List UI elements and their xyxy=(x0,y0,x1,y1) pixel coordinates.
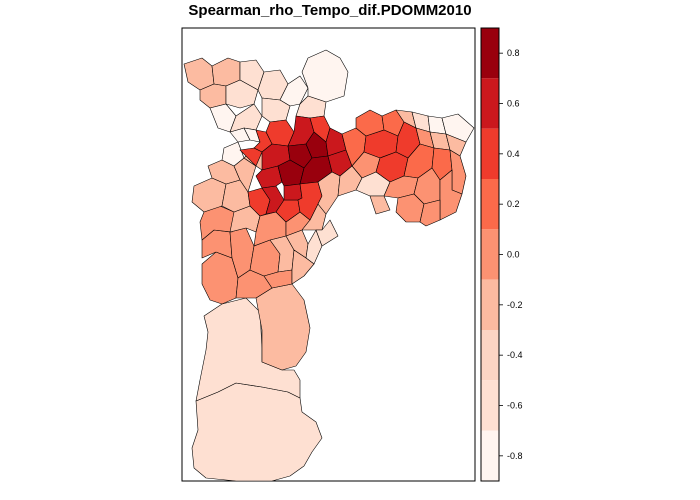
region-center-9 xyxy=(255,165,283,189)
region-north-1 xyxy=(183,57,215,91)
region-south-10 xyxy=(291,249,315,285)
legend-tick-label-2: 0.4 xyxy=(507,149,520,159)
legend-swatch-6 xyxy=(481,330,499,381)
legend-swatch-3 xyxy=(481,179,499,230)
legend-tick-label-4: 0.0 xyxy=(507,250,520,260)
map-regions xyxy=(183,49,475,482)
legend-tick-label-3: 0.2 xyxy=(507,199,520,209)
region-center-16 xyxy=(239,147,263,167)
legend-tick-label-5: -0.2 xyxy=(507,300,523,310)
legend-tick-label-7: -0.6 xyxy=(507,401,523,411)
legend-tick-label-1: 0.6 xyxy=(507,99,520,109)
region-center-13 xyxy=(283,183,303,201)
region-center-15 xyxy=(317,171,341,215)
region-east-25 xyxy=(419,199,441,227)
legend-swatch-8 xyxy=(481,430,499,481)
map-title: Spearman_rho_Tempo_dif.PDOMM2010 xyxy=(188,2,472,19)
region-north-10 xyxy=(301,49,349,103)
legend-swatch-1 xyxy=(481,78,499,129)
legend-ticks: 0.8 0.6 0.4 0.2 0.0 -0.2 -0.4 -0.6 -0.8 xyxy=(499,48,523,461)
legend-swatch-5 xyxy=(481,279,499,330)
region-east-23 xyxy=(369,195,391,215)
legend-tick-label-8: -0.8 xyxy=(507,451,523,461)
legend-swatch-4 xyxy=(481,229,499,280)
legend-swatch-2 xyxy=(481,128,499,179)
legend-swatch-7 xyxy=(481,380,499,431)
legend-swatch-0 xyxy=(481,28,499,79)
region-west-1 xyxy=(199,205,235,241)
region-south-central xyxy=(255,283,311,371)
map-frame xyxy=(181,27,476,482)
region-west-12 xyxy=(221,141,245,167)
region-east-18 xyxy=(449,149,467,195)
region-east-7 xyxy=(441,113,475,143)
legend-frame xyxy=(480,27,500,482)
legend-colorbar xyxy=(481,28,499,481)
region-south-far xyxy=(191,382,323,482)
region-center-s2 xyxy=(315,219,339,247)
legend-tick-label-0: 0.8 xyxy=(507,48,520,58)
legend-tick-label-6: -0.4 xyxy=(507,350,523,360)
